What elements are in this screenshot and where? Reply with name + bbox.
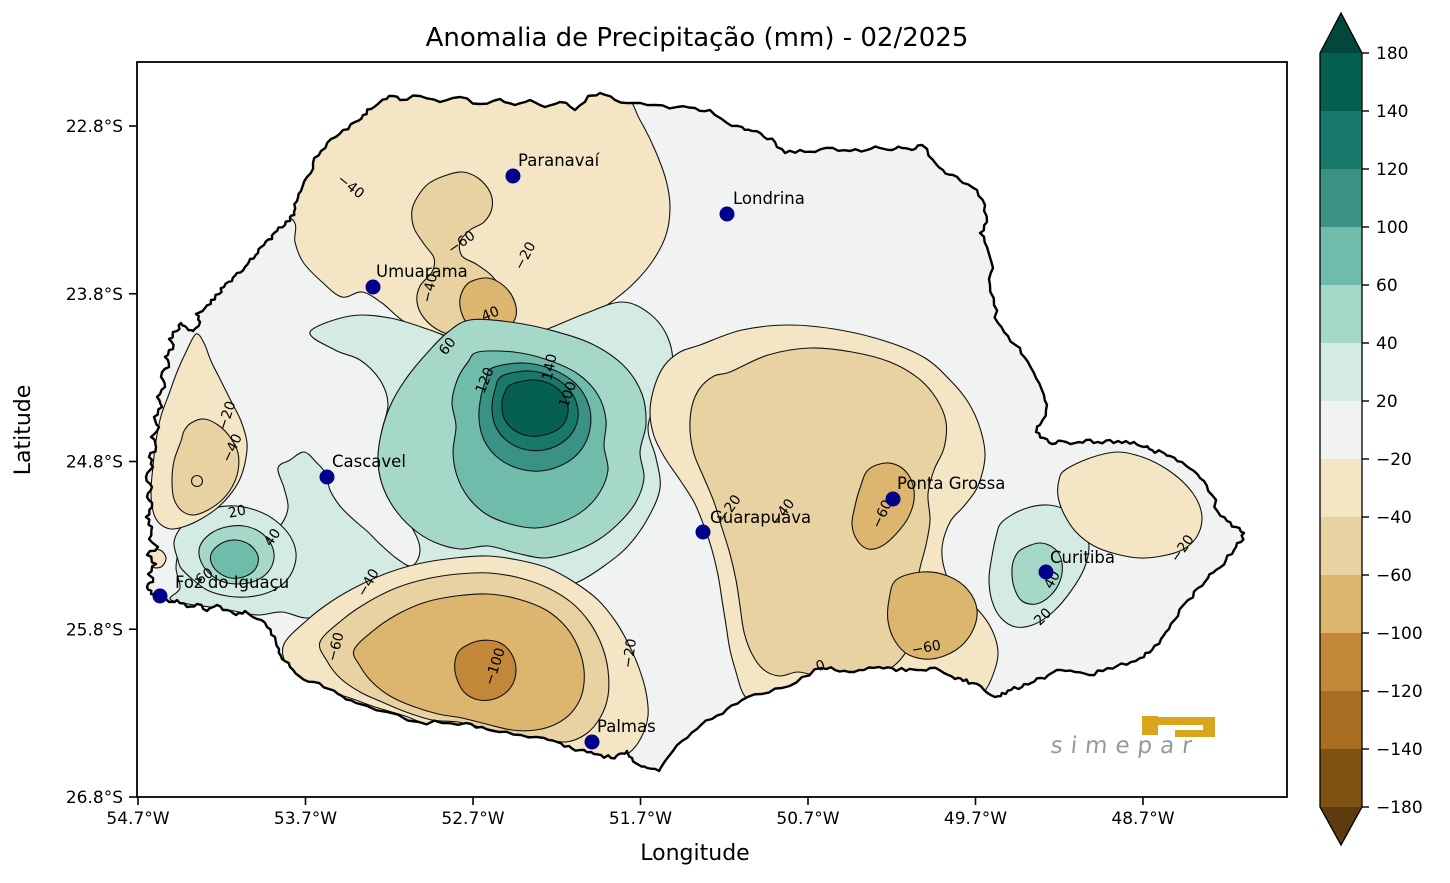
contour-regions [147, 93, 1203, 761]
colorbar-segment [1320, 343, 1362, 401]
contour-region-west-neg40 [171, 418, 240, 516]
contour-region-pontagrossa-neg60 [851, 462, 915, 550]
colorbar-segment [1320, 517, 1362, 575]
colorbar-tick-label: −180 [1376, 798, 1423, 818]
x-tick-label: 52.7°W [441, 809, 504, 829]
contour-region-south-neg100 [454, 639, 517, 701]
colorbar-tick-label: −140 [1376, 740, 1423, 760]
colorbar-tick-label: −100 [1376, 624, 1423, 644]
colorbar-tick-label: 40 [1376, 334, 1398, 354]
x-tick-label: 54.7°W [106, 809, 169, 829]
colorbar-tick-label: 100 [1376, 218, 1408, 238]
city-label: Paranavaí [518, 151, 601, 170]
colorbar-tick-label: 120 [1376, 160, 1408, 180]
contour-value-label: 140 [539, 352, 560, 381]
y-axis-label: Latitude [11, 385, 36, 476]
colorbar-segment [1320, 169, 1362, 227]
contour-region-necoast-neg20 [1057, 451, 1203, 559]
y-tick-label: 23.8°S [66, 285, 123, 305]
y-axis-ticks: 22.8°S 23.8°S 24.8°S 25.8°S 26.8°S [66, 117, 137, 808]
colorbar-segment [1320, 285, 1362, 343]
colorbar-tick-label: 60 [1376, 276, 1398, 296]
colorbar-over-arrow [1320, 13, 1362, 53]
colorbar-segment [1320, 53, 1362, 111]
colorbar-segment [1320, 401, 1362, 459]
x-axis-ticks: 54.7°W 53.7°W 52.7°W 51.7°W 50.7°W 49.7°W 48.7… [106, 797, 1175, 829]
colorbar-segment [1320, 111, 1362, 169]
colorbar-tick-label: 180 [1376, 44, 1408, 64]
city-label: Umuarama [376, 262, 468, 281]
city-label: Londrina [733, 189, 805, 208]
simepar-logo-text: simepar [1049, 733, 1201, 759]
city-label: Curitiba [1050, 548, 1115, 567]
colorbar-segment [1320, 575, 1362, 633]
city-marker-dot [584, 734, 600, 750]
city-marker-dot [505, 168, 521, 184]
colorbar-tick-label: −40 [1376, 508, 1412, 528]
city-label: Foz do Iguaçu [175, 573, 289, 592]
contour-region-southeast-neg60 [886, 571, 978, 660]
colorbar-segment [1320, 749, 1362, 807]
chart-title: Anomalia de Precipitação (mm) - 02/2025 [426, 23, 969, 53]
colorbar-tick-label: 20 [1376, 392, 1398, 412]
contour-region-central-pos140 [501, 379, 569, 437]
contour-value-label: −60 [325, 631, 348, 664]
colorbar: 180 140 120 100 60 40 20 −20 −40 −60 −100 −120 −140 −… [1319, 11, 1423, 847]
city-label: Guarapuava [710, 508, 811, 527]
state-border [144, 91, 1246, 773]
colorbar-segment [1320, 227, 1362, 285]
y-tick-label: 24.8°S [66, 453, 123, 473]
colorbar-ticks: 180 140 120 100 60 40 20 −20 −40 −60 −100 −120 −140 −… [1362, 44, 1423, 818]
city-markers: Paranavaí Londrina Umuarama Cascavel Guarapu… [152, 151, 1115, 750]
axes-spines [136, 61, 1288, 798]
contour-value-label: −40 [419, 272, 441, 304]
contour-region-curitiba-pos40 [1011, 542, 1063, 605]
colorbar-segment [1320, 459, 1362, 517]
colorbar-segment [1320, 633, 1362, 691]
colorbar-segment [1320, 691, 1362, 749]
city-label: Ponta Grossa [897, 474, 1005, 493]
simepar-logo: simepar [1049, 716, 1215, 759]
y-tick-label: 25.8°S [66, 620, 123, 640]
city-marker-dot [152, 588, 168, 604]
city-marker-dot [695, 524, 711, 540]
colorbar-tick-label: −60 [1376, 566, 1412, 586]
colorbar-tick-label: −20 [1376, 450, 1412, 470]
city-label: Cascavel [332, 452, 406, 471]
x-axis-label: Longitude [640, 841, 749, 866]
colorbar-tick-label: 140 [1376, 102, 1408, 122]
simepar-logo-icon [1142, 716, 1215, 737]
x-tick-label: 50.7°W [776, 809, 839, 829]
y-tick-label: 26.8°S [66, 788, 123, 808]
city-marker-dot [1038, 564, 1054, 580]
colorbar-tick-label: −120 [1376, 682, 1423, 702]
contour-ring-west-small [190, 474, 204, 488]
city-marker-dot [365, 279, 381, 295]
colorbar-segments [1320, 53, 1362, 807]
contour-value-label: −20 [620, 638, 640, 669]
x-tick-label: 53.7°W [274, 809, 337, 829]
y-tick-label: 22.8°S [66, 117, 123, 137]
city-marker-dot [319, 469, 335, 485]
x-tick-label: 51.7°W [609, 809, 672, 829]
contour-value-label: 20 [227, 502, 248, 521]
city-marker-dot [885, 491, 901, 507]
x-tick-label: 48.7°W [1111, 809, 1174, 829]
contour-region-foz-pos60 [209, 539, 259, 579]
city-label: Palmas [597, 717, 656, 736]
contour-value-label: −60 [910, 638, 942, 659]
colorbar-under-arrow [1320, 807, 1362, 845]
contour-value-label: 40 [479, 304, 502, 326]
city-marker-dot [719, 206, 735, 222]
x-tick-label: 49.7°W [944, 809, 1007, 829]
